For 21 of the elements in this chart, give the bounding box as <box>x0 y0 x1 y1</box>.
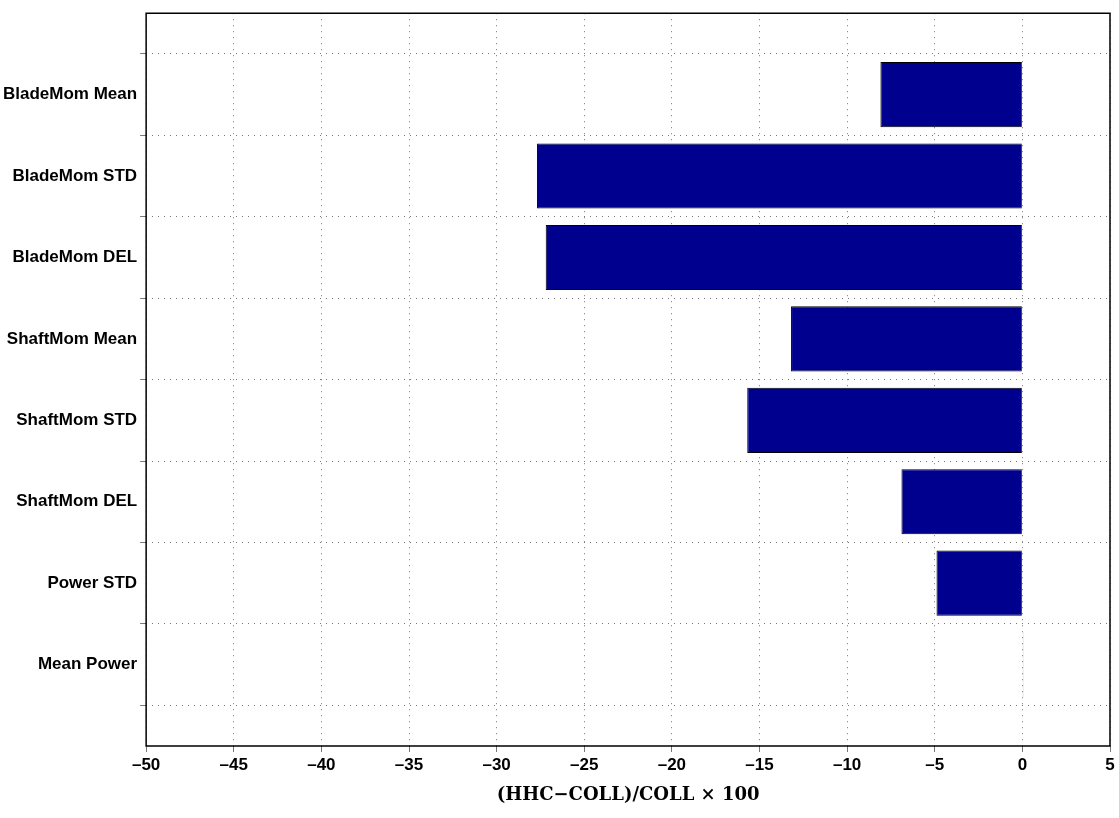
x-tick-label: –50 <box>131 754 161 774</box>
x-tick-label: –10 <box>832 754 862 774</box>
x-axis-title: (HHC−COLL)/COLL × 100 <box>496 782 760 804</box>
x-tick-label: –5 <box>925 754 945 774</box>
y-tick-label: Power STD <box>47 572 138 592</box>
y-tick-label: BladeMom STD <box>12 165 138 185</box>
x-tick-label: –40 <box>307 754 336 774</box>
x-tick-label: –45 <box>219 754 248 774</box>
x-tick-label: –25 <box>570 754 599 774</box>
x-tick-label: –20 <box>657 754 687 774</box>
x-tick-label: –15 <box>745 754 774 774</box>
x-tick-label: 0 <box>1017 754 1028 774</box>
x-tick-label: 5 <box>1105 754 1115 774</box>
y-tick-label: BladeMom DEL <box>12 247 138 267</box>
x-tick-label: –35 <box>394 754 424 774</box>
y-tick-label: ShaftMom STD <box>16 410 138 429</box>
y-tick-label: ShaftMom Mean <box>6 328 138 348</box>
y-tick-label: Mean Power <box>37 654 138 674</box>
y-tick-label: BladeMom Mean <box>2 84 138 104</box>
x-tick-label: –30 <box>482 754 511 774</box>
y-tick-label: ShaftMom DEL <box>16 491 138 511</box>
